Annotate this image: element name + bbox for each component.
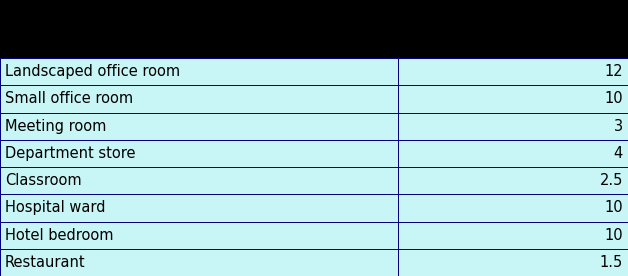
Bar — [398, 58, 628, 85]
Bar — [398, 140, 628, 167]
Text: 1.5: 1.5 — [600, 255, 623, 270]
Bar — [398, 194, 628, 222]
Text: 10: 10 — [604, 228, 623, 243]
Bar — [0, 0, 628, 58]
Bar — [0, 249, 398, 276]
Bar — [0, 140, 398, 167]
Bar — [0, 113, 398, 140]
Bar — [0, 85, 398, 113]
Bar — [0, 167, 398, 194]
Text: 4: 4 — [614, 146, 623, 161]
Bar — [398, 222, 628, 249]
Text: Classroom: Classroom — [5, 173, 82, 188]
Text: 10: 10 — [604, 200, 623, 215]
Bar — [398, 167, 628, 194]
Text: 3: 3 — [614, 119, 623, 134]
Text: Hotel bedroom: Hotel bedroom — [5, 228, 114, 243]
Bar — [0, 222, 398, 249]
Text: Hospital ward: Hospital ward — [5, 200, 106, 215]
Text: Small office room: Small office room — [5, 91, 133, 106]
Text: 2.5: 2.5 — [600, 173, 623, 188]
Text: Meeting room: Meeting room — [5, 119, 106, 134]
Bar — [0, 58, 398, 85]
Text: Landscaped office room: Landscaped office room — [5, 64, 180, 79]
Bar — [398, 85, 628, 113]
Bar — [0, 194, 398, 222]
Text: Department store: Department store — [5, 146, 136, 161]
Bar — [398, 249, 628, 276]
Bar — [398, 113, 628, 140]
Text: 12: 12 — [604, 64, 623, 79]
Text: Restaurant: Restaurant — [5, 255, 85, 270]
Text: 10: 10 — [604, 91, 623, 106]
